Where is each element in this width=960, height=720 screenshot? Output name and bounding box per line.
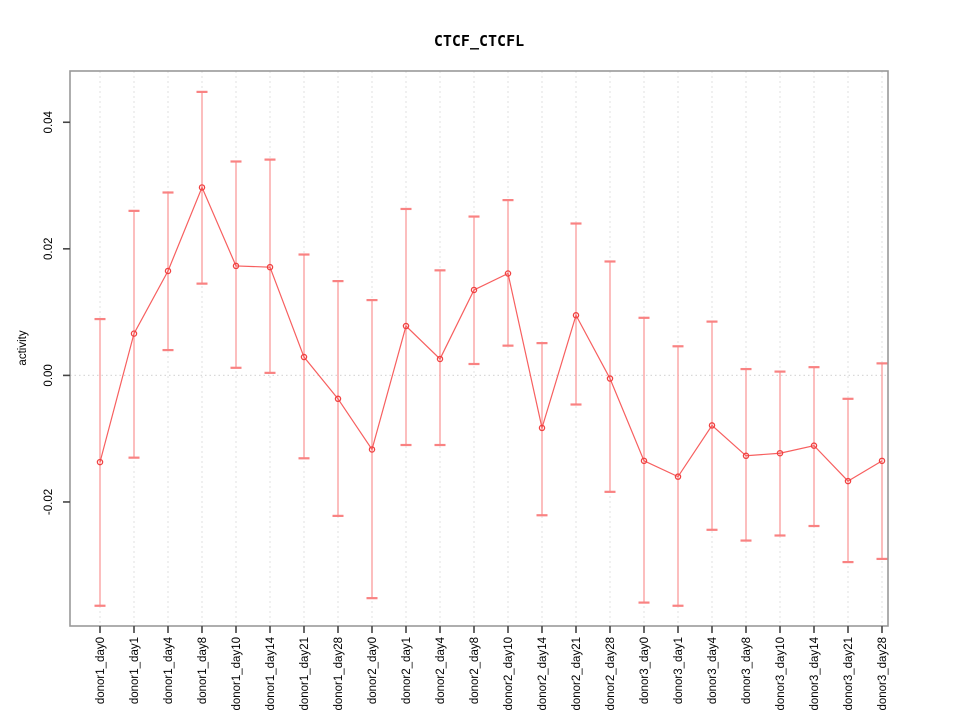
data-point — [538, 424, 546, 432]
data-point — [368, 446, 376, 453]
x-tick-label: donor3_day4 — [707, 636, 719, 704]
x-tick-label: donor2_day21 — [571, 637, 583, 711]
x-tick-label: donor1_day28 — [333, 637, 345, 711]
data-point — [436, 355, 444, 363]
data-point — [402, 322, 410, 330]
data-point — [878, 457, 886, 465]
data-point — [810, 442, 818, 449]
x-tick-label: donor1_day4 — [163, 636, 175, 704]
data-point — [844, 477, 852, 485]
y-tick-label: 0.04 — [43, 110, 55, 133]
y-axis-title: activity — [17, 330, 29, 365]
data-point — [776, 449, 784, 457]
x-tick-label: donor3_day21 — [843, 637, 855, 711]
x-tick-label: donor3_day0 — [639, 637, 651, 704]
data-point — [130, 330, 138, 337]
chart-title: CTCF_CTCFL — [434, 32, 524, 50]
data-point — [674, 473, 682, 480]
x-tick-label: donor2_day1 — [401, 637, 413, 704]
data-point — [572, 312, 580, 319]
x-tick-label: donor2_day0 — [367, 637, 379, 704]
data-point — [708, 422, 716, 429]
data-point — [334, 395, 342, 403]
data-point — [164, 267, 172, 275]
data-point — [640, 457, 648, 465]
data-point — [300, 353, 308, 361]
data-series-group — [94, 90, 888, 607]
x-tick-label: donor1_day0 — [95, 637, 107, 704]
y-tick-label: 0.02 — [43, 238, 55, 260]
y-tick-label: 0.00 — [43, 364, 55, 386]
x-tick-label: donor3_day14 — [809, 636, 821, 710]
y-tick-label: -0.02 — [43, 489, 55, 515]
data-point — [742, 452, 750, 460]
x-tick-label: donor1_day10 — [231, 637, 243, 711]
axes-group: -0.02 0.00 0.02 0.04 donor1_day0 donor1_day1 d… — [43, 70, 889, 711]
x-tick-label: donor3_day8 — [741, 637, 753, 704]
x-tick-label: donor1_day1 — [129, 637, 141, 704]
data-point — [232, 262, 240, 270]
data-point — [504, 270, 512, 277]
data-point — [606, 375, 614, 382]
x-tick-label: donor1_day8 — [197, 637, 209, 704]
x-tick-label: donor1_day21 — [299, 637, 311, 711]
x-tick-label: donor2_day4 — [435, 636, 447, 704]
x-tick-label: donor3_day1 — [673, 637, 685, 704]
data-point — [266, 263, 274, 271]
x-tick-label: donor3_day28 — [877, 637, 889, 711]
x-tick-label: donor2_day8 — [469, 637, 481, 704]
x-tick-label: donor2_day14 — [537, 636, 549, 710]
x-tick-label: donor2_day10 — [503, 637, 515, 711]
data-point — [96, 458, 104, 466]
plot-border-box — [69, 70, 889, 627]
series-line — [99, 185, 883, 482]
x-tick-label: donor2_day28 — [605, 637, 617, 711]
x-tick-label: donor1_day14 — [265, 636, 277, 710]
gridlines-group — [70, 71, 888, 626]
x-tick-label: donor3_day10 — [775, 637, 787, 711]
data-point — [198, 184, 206, 191]
data-point — [470, 286, 478, 294]
